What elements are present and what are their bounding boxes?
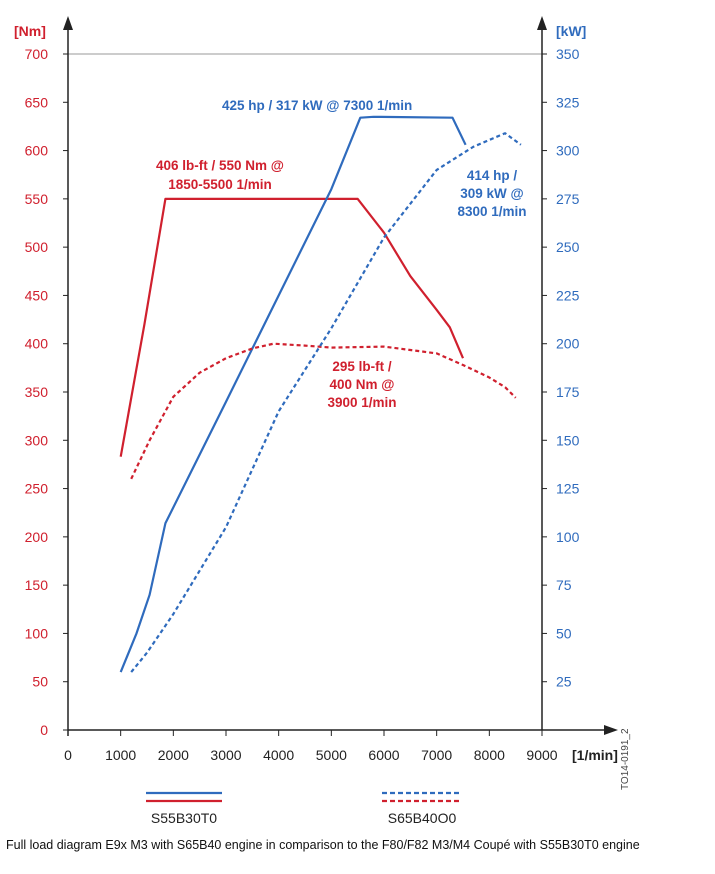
- left-tick-label: 700: [25, 46, 49, 62]
- right-tick-label: 100: [556, 529, 580, 545]
- left-tick-label: 150: [25, 577, 49, 593]
- right-tick-label: 75: [556, 577, 572, 593]
- x-axis-arrow: [604, 725, 618, 735]
- annotation-label: 309 kW @: [460, 186, 523, 201]
- left-tick-label: 300: [25, 432, 49, 448]
- legend-label: S65B40O0: [388, 810, 457, 826]
- annotation-label: 1850-5500 1/min: [168, 177, 272, 192]
- document-id: TO14-0191_2: [620, 728, 631, 790]
- x-tick-label: 4000: [263, 747, 294, 763]
- right-tick-label: 125: [556, 481, 580, 497]
- left-tick-label: 500: [25, 239, 49, 255]
- right-axis-arrow: [537, 16, 547, 30]
- annotation-label: 3900 1/min: [327, 395, 396, 410]
- left-tick-label: 0: [40, 722, 48, 738]
- series-lines: [119, 115, 522, 673]
- left-axis-unit: [Nm]: [14, 23, 46, 39]
- right-tick-label: 325: [556, 94, 580, 110]
- left-tick-label: 400: [25, 336, 49, 352]
- annotation-label: 295 lb-ft /: [332, 359, 392, 374]
- x-tick-label: 2000: [158, 747, 189, 763]
- s65b40o0-power-line: [130, 132, 522, 673]
- annotation-label: 400 Nm @: [330, 377, 395, 392]
- annotation-label: 425 hp / 317 kW @ 7300 1/min: [222, 98, 412, 113]
- x-tick-label: 8000: [474, 747, 505, 763]
- s65b40o0-torque-line: [130, 342, 517, 480]
- left-tick-label: 550: [25, 191, 49, 207]
- right-tick-label: 350: [556, 46, 580, 62]
- figure-caption: Full load diagram E9x M3 with S65B40 eng…: [6, 838, 640, 852]
- right-axis-unit: [kW]: [556, 23, 586, 39]
- s55b30t0-power-line: [119, 115, 467, 673]
- left-tick-label: 450: [25, 287, 49, 303]
- right-tick-label: 50: [556, 625, 572, 641]
- x-tick-label: 6000: [368, 747, 399, 763]
- x-axis-unit: [1/min]: [572, 747, 618, 763]
- right-tick-label: 175: [556, 384, 580, 400]
- left-tick-label: 200: [25, 529, 49, 545]
- x-tick-label: 7000: [421, 747, 452, 763]
- legend: S55B30T0 S65B40O0: [146, 791, 462, 826]
- left-tick-label: 50: [32, 674, 48, 690]
- annotation-label: 414 hp /: [467, 168, 518, 183]
- right-tick-label: 200: [556, 336, 580, 352]
- axes: [Nm] [kW] [1/min]: [14, 16, 618, 763]
- x-tick-label: 0: [64, 747, 72, 763]
- left-axis-ticks: 0 50 100 150 200 250 300 350 400 450 500 550 600 650 7…: [25, 46, 68, 738]
- legend-label: S55B30T0: [151, 810, 217, 826]
- left-tick-label: 350: [25, 384, 49, 400]
- x-tick-label: 5000: [316, 747, 347, 763]
- left-tick-label: 100: [25, 625, 49, 641]
- annotations: 425 hp / 317 kW @ 7300 1/min 406 lb-ft / …: [156, 98, 527, 410]
- x-tick-label: 1000: [105, 747, 136, 763]
- right-tick-label: 150: [556, 432, 580, 448]
- right-tick-label: 225: [556, 287, 580, 303]
- x-tick-label: 9000: [526, 747, 557, 763]
- x-tick-label: 3000: [210, 747, 241, 763]
- x-axis-ticks: 0 1000 2000 3000 4000 5000 6000 7000 8000 9000: [64, 730, 558, 763]
- right-tick-label: 250: [556, 239, 580, 255]
- left-axis-arrow: [63, 16, 73, 30]
- annotation-label: 8300 1/min: [457, 204, 526, 219]
- right-tick-label: 275: [556, 191, 580, 207]
- right-axis-ticks: 25 50 75 100 125 150 175 200 225 250 275 300 325 350: [542, 46, 580, 690]
- right-tick-label: 25: [556, 674, 572, 690]
- right-tick-label: 300: [556, 143, 580, 159]
- left-tick-label: 650: [25, 94, 49, 110]
- annotation-label: 406 lb-ft / 550 Nm @: [156, 158, 284, 173]
- left-tick-label: 600: [25, 143, 49, 159]
- s55b30t0-torque-line: [119, 197, 465, 457]
- left-tick-label: 250: [25, 481, 49, 497]
